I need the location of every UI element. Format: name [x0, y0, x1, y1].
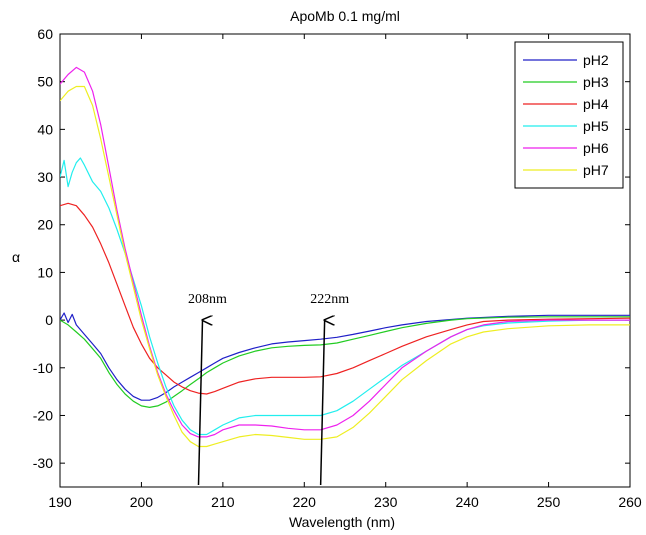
annotation-label-208nm: 208nm: [188, 292, 227, 307]
x-axis-label: Wavelength (nm): [289, 514, 395, 530]
y-tick-label: -10: [33, 360, 53, 376]
chart-title: ApoMb 0.1 mg/ml: [290, 8, 400, 24]
series-line-ph7: [60, 85, 630, 448]
legend-label-ph2: pH2: [583, 52, 609, 68]
x-tick-label: 190: [48, 494, 72, 510]
y-axis-label: α: [12, 249, 20, 265]
y-tick-label: -30: [33, 455, 53, 471]
x-tick-label: 230: [374, 494, 398, 510]
x-tick-label: 260: [618, 494, 642, 510]
y-tick-label: 30: [37, 169, 53, 185]
legend: pH2 pH3 pH4 pH5 pH6 pH7: [514, 41, 624, 189]
y-tick-label: 10: [37, 264, 53, 280]
legend-label-ph5: pH5: [583, 118, 609, 134]
x-tick-label: 200: [130, 494, 154, 510]
x-tick-label: 220: [293, 494, 317, 510]
legend-box: [514, 41, 624, 189]
annotation-label-222nm: 222nm: [310, 292, 349, 307]
series-line-ph2: [60, 312, 630, 401]
series-line-ph6: [60, 66, 630, 438]
annotation-arrow-208nm: [197, 320, 203, 486]
x-tick-label: 250: [537, 494, 561, 510]
x-tick-label: 240: [455, 494, 479, 510]
series-line-ph3: [60, 316, 630, 408]
x-tick-label: 210: [211, 494, 235, 510]
y-tick-label: 40: [37, 121, 53, 137]
y-tick-label: 50: [37, 74, 53, 90]
y-tick-label: 0: [45, 312, 53, 328]
legend-label-ph4: pH4: [583, 96, 609, 112]
legend-label-ph6: pH6: [583, 140, 609, 156]
series-line-ph4: [60, 202, 630, 395]
y-tick-label: -20: [33, 407, 53, 423]
legend-label-ph3: pH3: [583, 74, 609, 90]
legend-label-ph7: pH7: [583, 162, 609, 178]
y-tick-label: 60: [37, 26, 53, 42]
y-tick-label: 20: [37, 217, 53, 233]
annotation-arrow-222nm: [319, 320, 325, 486]
